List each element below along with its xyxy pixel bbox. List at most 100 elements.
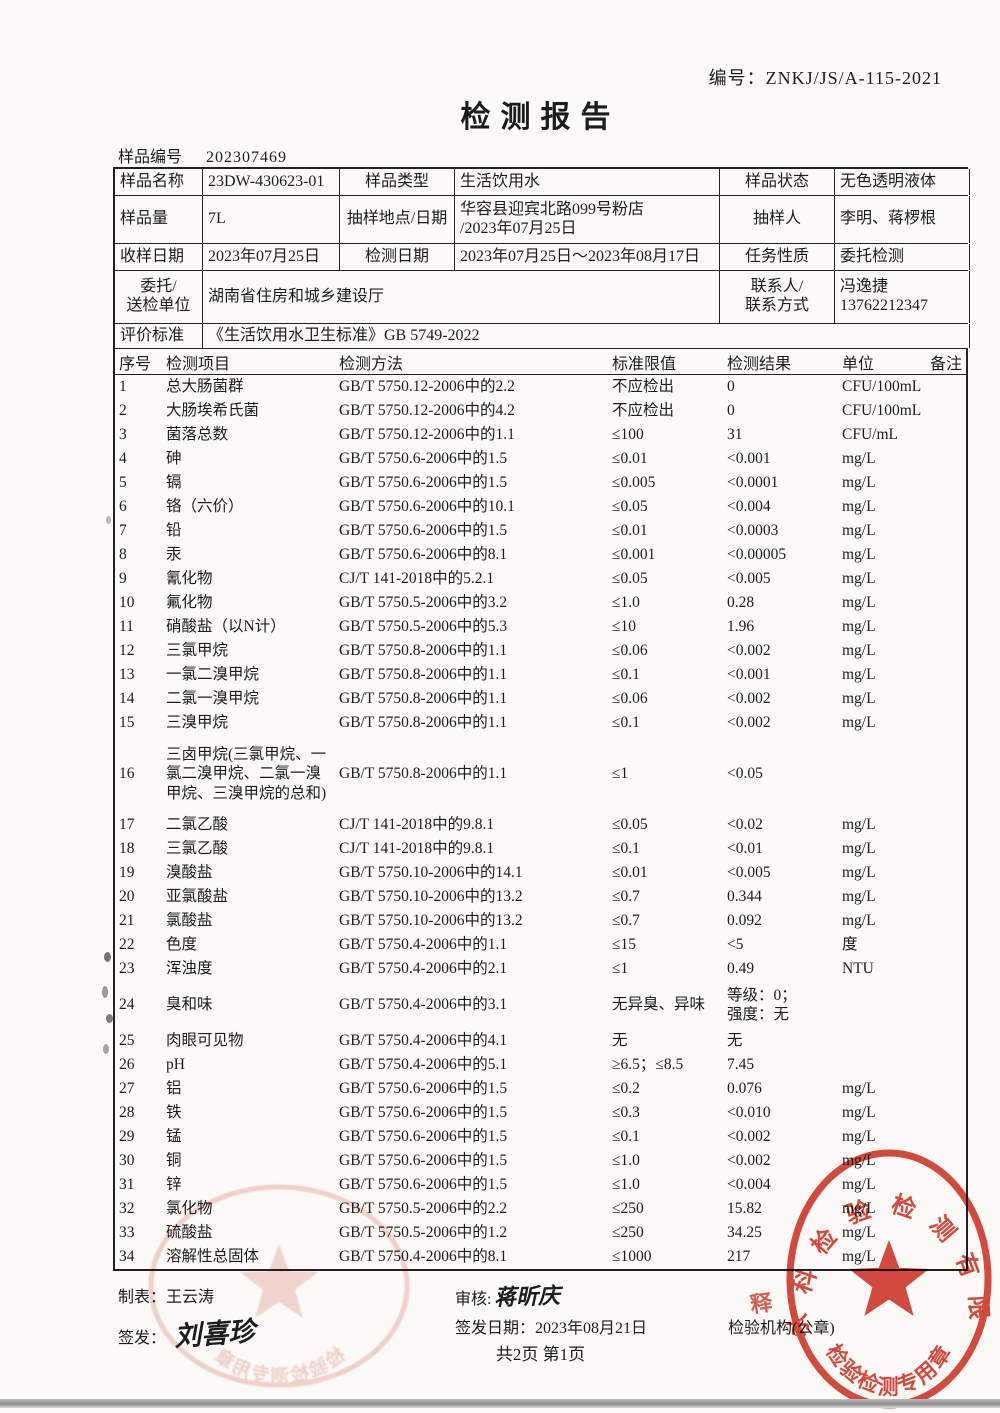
- cell-no: 18: [119, 840, 135, 858]
- cell-item: 浑浊度: [166, 960, 213, 978]
- cell-item: 砷: [166, 450, 182, 468]
- table-row: 18 三氯乙酸 CJ/T 141-2018中的9.8.1 ≤0.1 <0.01 …: [115, 837, 966, 861]
- cell-no: 3: [119, 426, 127, 444]
- cell-item: 色度: [166, 936, 198, 954]
- cell-result: 0.076: [727, 1080, 762, 1098]
- star-icon: [240, 1244, 318, 1318]
- cell-remark: [926, 482, 966, 484]
- cell-item: 三氯甲烷: [166, 642, 229, 660]
- info-row-1: 样品名称 23DW-430623-01 样品类型 生活饮用水 样品状态 无色透明…: [115, 169, 970, 196]
- table-row: 2 大肠埃希氏菌 GB/T 5750.12-2006中的4.2 不应检出 0 C…: [115, 399, 966, 423]
- cell-result: <0.002: [727, 1128, 771, 1146]
- cell-item: 二氯一溴甲烷: [166, 690, 260, 708]
- cell-item: 铅: [166, 522, 182, 540]
- cell-method: GB/T 5750.5-2006中的2.2: [339, 1200, 508, 1218]
- cell-result: <0.00005: [727, 546, 787, 564]
- info-value: 无色透明液体: [835, 169, 970, 195]
- cell-result: 34.25: [727, 1224, 762, 1242]
- cell-limit: ≤0.7: [612, 888, 640, 906]
- cell-unit: mg/L: [842, 912, 876, 930]
- cell-result: <0.001: [727, 450, 771, 468]
- cell-limit: ≤250: [612, 1200, 644, 1218]
- cell-item: 氟化物: [166, 594, 213, 612]
- cell-remark: [926, 824, 966, 826]
- cell-item: 氰化物: [166, 570, 213, 588]
- cell-remark: [926, 530, 966, 532]
- cell-remark: [926, 1040, 966, 1042]
- results-table: 序号 检测项目 检测方法 标准限值 检测结果 单位 备注 1 总大肠菌群 GB/…: [113, 349, 968, 1271]
- cell-limit: ≤1.0: [612, 594, 640, 612]
- cell-no: 30: [119, 1152, 135, 1170]
- sample-info-table: 样品名称 23DW-430623-01 样品类型 生活饮用水 样品状态 无色透明…: [113, 167, 970, 349]
- scan-artifact: [106, 1014, 113, 1023]
- page-number: 共2页 第1页: [495, 1345, 586, 1364]
- table-row: 12 三氯甲烷 GB/T 5750.8-2006中的1.1 ≤0.06 <0.0…: [115, 639, 966, 663]
- cell-no: 11: [119, 618, 134, 636]
- cell-unit: mg/L: [842, 1248, 876, 1266]
- faint-seal-text: 检验检测专用章: [208, 1343, 349, 1387]
- cell-limit: ≤0.05: [612, 816, 648, 834]
- cell-method: GB/T 5750.12-2006中的4.2: [339, 402, 515, 420]
- seal-company-text: 湖南水科检验检测有限公司: [781, 1146, 976, 1337]
- cell-no: 20: [119, 888, 135, 906]
- cell-item: 三氯乙酸: [166, 840, 229, 858]
- page-title: 检测报告: [460, 101, 621, 134]
- cell-limit: ≤0.01: [612, 864, 648, 882]
- cell-remark: [926, 968, 966, 970]
- cell-limit: ≤0.1: [612, 714, 640, 732]
- col-header-unit: 单位: [842, 355, 875, 373]
- cell-result: 0.28: [727, 594, 755, 612]
- cell-unit: [838, 1040, 926, 1042]
- cell-remark: [926, 626, 966, 628]
- info-label: 收样日期: [115, 244, 203, 270]
- cell-no: 22: [119, 936, 135, 954]
- cell-item: 锰: [166, 1128, 182, 1146]
- cell-result: 无: [727, 1032, 743, 1050]
- cell-result: <0.004: [727, 1176, 771, 1194]
- table-row: 7 铅 GB/T 5750.6-2006中的1.5 ≤0.01 <0.0003 …: [115, 519, 966, 543]
- doc-number: 编号：ZNKJ/JS/A-115-2021: [708, 68, 942, 88]
- table-row: 1 总大肠菌群 GB/T 5750.12-2006中的2.2 不应检出 0 CF…: [115, 375, 966, 399]
- cell-no: 25: [119, 1032, 135, 1050]
- cell-limit: ≤0.05: [612, 570, 648, 588]
- table-row: 21 氯酸盐 GB/T 5750.10-2006中的13.2 ≤0.7 0.09…: [115, 909, 966, 933]
- cell-result: <0.02: [727, 816, 763, 834]
- cell-no: 5: [119, 474, 127, 492]
- cell-result: <0.002: [727, 642, 771, 660]
- table-row: 3 菌落总数 GB/T 5750.12-2006中的1.1 ≤100 31 CF…: [115, 423, 966, 447]
- cell-unit: mg/L: [842, 1128, 876, 1146]
- table-row: 6 铬（六价） GB/T 5750.6-2006中的10.1 ≤0.05 <0.…: [115, 495, 966, 519]
- cell-result: 0: [727, 402, 735, 420]
- content-column: 样品名称 23DW-430623-01 样品类型 生活饮用水 样品状态 无色透明…: [113, 167, 970, 1271]
- cell-limit: 不应检出: [612, 402, 675, 420]
- cell-method: GB/T 5750.12-2006中的2.2: [339, 378, 515, 396]
- col-header-limit: 标准限值: [612, 355, 677, 373]
- cell-remark: [926, 1004, 966, 1006]
- cell-unit: mg/L: [842, 864, 876, 882]
- cell-no: 4: [119, 450, 127, 468]
- cell-method: GB/T 5750.6-2006中的1.5: [339, 1176, 508, 1194]
- issue-date-label: 签发日期：: [455, 1320, 536, 1337]
- sign-label: 签发：: [118, 1330, 167, 1347]
- sample-number-label: 样品编号: [118, 149, 183, 166]
- info-value: 7L: [203, 196, 340, 243]
- info-label: 抽样人: [720, 196, 835, 243]
- info-label: 样品状态: [720, 169, 835, 195]
- cell-no: 21: [119, 912, 135, 930]
- info-value: 23DW-430623-01: [203, 169, 340, 195]
- cell-limit: ≤0.3: [612, 1104, 640, 1122]
- info-label: 评价标准: [115, 324, 203, 348]
- cell-item: 肉眼可见物: [166, 1032, 244, 1050]
- cell-unit: mg/L: [842, 666, 876, 684]
- cell-remark: [926, 920, 966, 922]
- faint-mirrored-seal: 检验检测专用章: [148, 1184, 410, 1388]
- cell-no: 1: [119, 378, 127, 396]
- cell-limit: 不应检出: [612, 378, 675, 396]
- col-header-result: 检测结果: [727, 355, 792, 373]
- cell-result: <0.002: [727, 714, 771, 732]
- cell-method: GB/T 5750.6-2006中的1.5: [339, 1152, 508, 1170]
- info-label: 抽样地点/日期: [340, 196, 455, 243]
- cell-no: 2: [119, 402, 127, 420]
- sample-number: 样品编号 202307469: [118, 143, 287, 167]
- cell-unit: [838, 1064, 926, 1066]
